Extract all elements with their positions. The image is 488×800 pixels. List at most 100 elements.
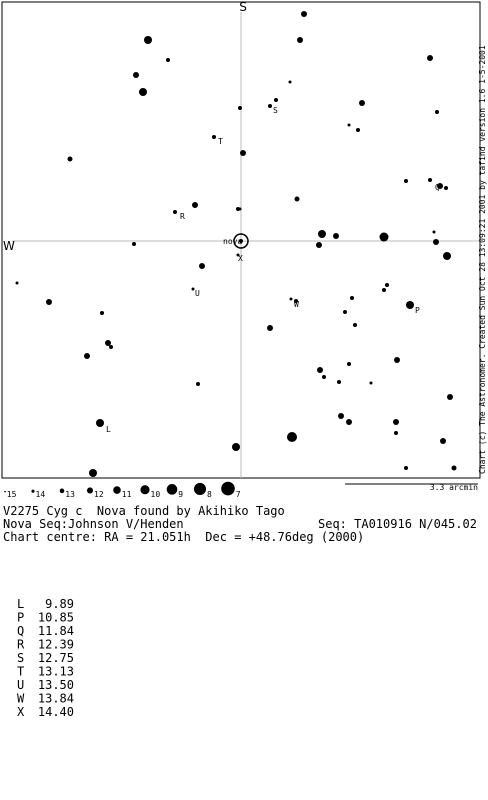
star [294,196,300,202]
star [356,128,360,132]
star [347,123,351,127]
star [236,253,240,257]
star [301,11,307,17]
star [96,419,104,427]
star [317,367,323,373]
star [192,202,198,208]
star [382,288,386,292]
star-label: R [180,212,185,221]
star [369,381,373,385]
star [297,37,303,43]
star [451,465,457,471]
star [15,281,19,285]
key-symbol [59,488,65,494]
star [89,469,97,477]
seq-mag: 13.13 [38,665,74,679]
seq-star: U [17,678,24,692]
star [440,438,446,444]
sequence-table: L 9.89 P 10.85 Q 11.84 R 12.39 S 12.75 T 13.13 U 13.5… [17,597,74,719]
star [322,375,326,379]
star-label: P [415,306,420,315]
key-label: 10 [151,490,161,499]
star-label: X [238,254,243,263]
star-label: nova [223,237,242,246]
star [346,419,352,425]
key-symbol [140,485,150,495]
star [287,432,297,442]
key-symbol [193,482,207,496]
star-label: U [195,289,200,298]
seq-mag: 10.85 [38,611,74,625]
star [274,98,278,102]
scale-label: 3.3 arcmin [430,483,478,492]
star [437,183,443,189]
star [432,230,436,234]
star [212,135,216,139]
star [240,150,246,156]
star [239,239,243,243]
star [394,357,400,363]
star [196,382,200,386]
left-direction: W [3,239,15,253]
star [435,110,439,114]
seq-star: R [17,638,25,652]
star [238,106,242,110]
star [404,179,408,183]
key-symbol [31,489,35,493]
key-symbol [4,490,6,493]
seq-mag: 13.50 [38,678,74,692]
key-label: 8 [207,490,212,499]
star [100,311,104,315]
star [406,301,414,309]
star [238,207,242,211]
star [393,419,399,425]
info-line: Chart centre: RA = 21.051h Dec = +48.76d… [3,530,364,544]
key-symbol [221,481,235,496]
star [199,263,205,269]
key-label: 11 [122,490,132,499]
key-symbol [86,487,94,494]
seq-star: T [17,665,24,679]
seq-mag: 12.75 [38,651,74,665]
seq-mag: 9.89 [45,597,74,611]
seq-mag: 11.84 [38,624,74,638]
seq-star: L [17,597,24,611]
seq-mag: 14.40 [38,705,74,719]
star [67,156,73,162]
star [144,36,152,44]
star [139,88,147,96]
star [289,297,293,301]
key-label: 15 [7,490,17,499]
star [191,287,195,291]
star [394,431,398,435]
star [338,413,344,419]
star [443,252,451,260]
star [84,353,90,359]
star [433,239,439,245]
seq-star: P [17,611,24,625]
star [337,380,341,384]
star [294,299,298,303]
key-label: 9 [178,490,183,499]
star [404,466,408,470]
key-symbol [166,484,178,495]
top-direction: S [239,0,247,14]
star [353,323,357,327]
nova-marker [233,233,249,249]
key-label: 14 [36,490,46,499]
star-label: T [218,137,223,146]
star [232,443,240,451]
star [318,230,326,238]
star-label: S [273,106,278,115]
star [166,58,170,62]
key-label: 13 [65,490,75,499]
credit: Chart (c) The Astronomer. Created Sun Oc… [478,45,487,474]
star [133,72,139,78]
star [359,100,365,106]
seq-star: W [17,692,25,706]
star [385,283,389,287]
star [427,55,433,61]
seq-mag: 13.84 [38,692,74,706]
